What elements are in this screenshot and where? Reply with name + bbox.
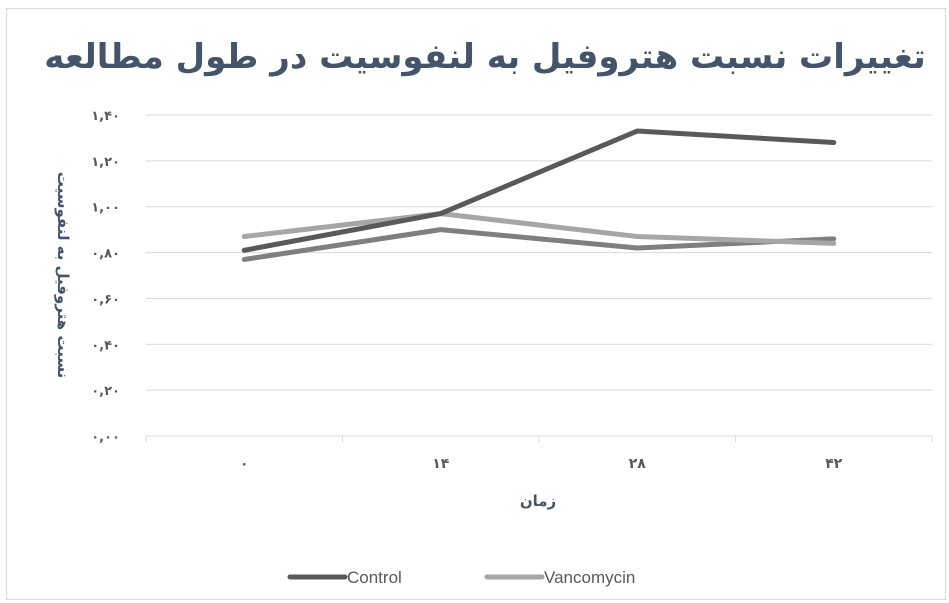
y-axis-ticks: ۰,۰۰ ۰,۲۰ ۰,۴۰ ۰,۶۰ ۰,۸۰ ۱,۰۰ ۱,۲۰ ۱,۴۰ bbox=[91, 109, 120, 445]
y-tick-label: ۰,۸۰ bbox=[91, 247, 120, 262]
x-tick-label: ۱۴ bbox=[432, 456, 450, 472]
series-line bbox=[241, 128, 837, 253]
legend: Control Vancomycin bbox=[287, 568, 635, 587]
data-point bbox=[636, 247, 638, 249]
x-axis-title: زمان bbox=[520, 492, 556, 510]
y-tick-label: ۰,۲۰ bbox=[91, 384, 120, 399]
y-tick-label: ۰,۰۰ bbox=[91, 430, 120, 445]
data-point bbox=[243, 249, 245, 251]
y-tick-label: ۱,۲۰ bbox=[91, 155, 120, 170]
legend-label: Vancomycin bbox=[544, 568, 635, 587]
data-point bbox=[243, 258, 245, 260]
data-point bbox=[833, 142, 835, 144]
series-lines bbox=[241, 128, 837, 262]
data-point bbox=[636, 236, 638, 238]
y-tick-label: ۱,۰۰ bbox=[91, 201, 120, 216]
x-tick-label: ۲۸ bbox=[629, 456, 647, 472]
x-tick-label: ۴۲ bbox=[825, 456, 843, 472]
data-point bbox=[636, 130, 638, 132]
x-tick-label: ۰ bbox=[240, 456, 249, 472]
data-point bbox=[243, 236, 245, 238]
data-point bbox=[833, 242, 835, 244]
x-axis: ۰ ۱۴ ۲۸ ۴۲ bbox=[145, 435, 933, 472]
y-axis-title: نسبت هتروفیل به لنفوسیت bbox=[54, 172, 72, 379]
y-tick-label: ۱,۴۰ bbox=[91, 109, 120, 124]
series-line bbox=[241, 227, 837, 262]
y-tick-label: ۰,۴۰ bbox=[91, 338, 120, 353]
chart-frame bbox=[6, 8, 946, 600]
series-line bbox=[241, 211, 837, 246]
y-tick-label: ۰,۶۰ bbox=[91, 292, 120, 307]
data-point bbox=[833, 238, 835, 240]
data-point bbox=[440, 213, 442, 215]
gridlines bbox=[146, 114, 932, 391]
legend-label: Control bbox=[347, 568, 402, 587]
data-point bbox=[440, 229, 442, 231]
chart-title: تغییرات نسبت هتروفیل به لنفوسیت در طول م… bbox=[44, 37, 926, 77]
